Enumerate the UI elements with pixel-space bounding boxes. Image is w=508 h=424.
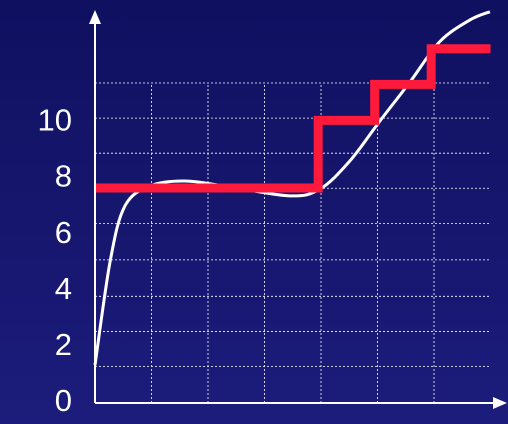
y-tick-label: 0 [55,383,72,418]
y-tick-label: 6 [55,215,72,250]
y-tick-label: 8 [55,159,72,194]
y-tick-label: 2 [55,327,72,362]
y-axis-arrow [89,10,101,24]
x-axis-arrow [493,397,507,409]
y-tick-label: 10 [38,102,72,137]
y-tick-label: 4 [55,271,72,306]
step-line [95,44,491,193]
